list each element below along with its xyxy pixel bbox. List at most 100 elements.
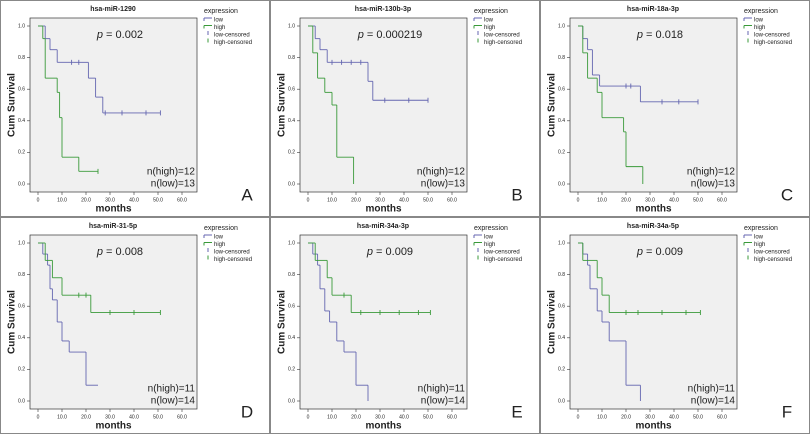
p-symbol: p <box>357 29 364 41</box>
p-value: p = 0.000219 <box>357 29 423 41</box>
x-tick-label: 0 <box>307 197 310 203</box>
legend-label: low <box>484 235 494 241</box>
legend-label: low-censored <box>484 250 520 256</box>
y-tick-label: 0.2 <box>558 367 565 373</box>
p-number: = 0.008 <box>106 246 143 258</box>
legend-label: high <box>214 242 225 248</box>
y-tick-label: 0.4 <box>288 118 295 124</box>
legend-label: high-censored <box>754 257 792 263</box>
y-tick-label: 0.8 <box>288 55 295 61</box>
p-symbol: p <box>96 29 103 41</box>
chart-title: hsa-miR-130b-3p <box>355 6 411 13</box>
x-tick-label: 50.0 <box>423 197 433 203</box>
x-tick-label: 60.0 <box>177 197 187 203</box>
x-tick-label: 40.0 <box>669 414 679 420</box>
legend-label: high <box>484 242 495 248</box>
chart-title: hsa-miR-1290 <box>90 6 136 13</box>
p-number: = 0.002 <box>106 29 143 41</box>
annotation: n(high)=12 <box>417 167 466 178</box>
x-tick-label: 20.0 <box>81 414 91 420</box>
annotation: n(high)=11 <box>688 384 736 395</box>
x-tick-label: 60.0 <box>717 414 727 420</box>
legend-title: expression <box>474 8 508 15</box>
p-value: p = 0.002 <box>96 29 143 41</box>
x-tick-label: 50.0 <box>693 414 703 420</box>
x-tick-label: 50.0 <box>693 197 703 203</box>
legend-title: expression <box>204 225 238 232</box>
y-tick-label: 0.4 <box>288 335 295 341</box>
y-tick-label: 0.4 <box>18 118 25 124</box>
y-tick-label: 0.8 <box>288 272 295 278</box>
x-tick-label: 20.0 <box>351 414 361 420</box>
y-tick-label: 1.0 <box>288 23 295 29</box>
legend-title: expression <box>204 8 238 15</box>
legend-label: low <box>754 235 764 241</box>
y-tick-label: 0.6 <box>18 87 25 93</box>
y-tick-label: 0.6 <box>18 304 25 310</box>
y-tick-label: 0.0 <box>288 398 295 404</box>
legend-label: high <box>484 25 495 31</box>
p-symbol: p <box>96 246 103 258</box>
legend-label: high-censored <box>484 40 522 46</box>
plot-area <box>299 17 468 193</box>
x-axis-label: months <box>365 204 402 215</box>
legend-label: high <box>754 242 765 248</box>
p-number: = 0.018 <box>646 29 683 41</box>
panel-letter: B <box>511 185 522 204</box>
p-symbol: p <box>636 29 643 41</box>
p-number: = 0.009 <box>376 246 413 258</box>
y-axis-label: Cum Survival <box>547 290 558 354</box>
annotation: n(low)=13 <box>421 179 466 190</box>
legend-label: high-censored <box>754 40 792 46</box>
x-tick-label: 60.0 <box>717 197 727 203</box>
annotation: n(high)=11 <box>148 384 196 395</box>
legend-label: high-censored <box>484 257 522 263</box>
y-tick-label: 0.4 <box>558 335 565 341</box>
y-tick-label: 0.0 <box>558 181 565 187</box>
annotation: n(low)=14 <box>151 396 196 407</box>
y-axis-label: Cum Survival <box>7 73 18 137</box>
x-tick-label: 50.0 <box>153 197 163 203</box>
annotation: n(high)=12 <box>687 167 736 178</box>
chart-title: hsa-miR-31-5p <box>89 223 137 230</box>
annotation: n(low)=13 <box>151 179 196 190</box>
y-tick-label: 0.2 <box>288 150 295 156</box>
panel-letter: E <box>511 402 522 421</box>
x-axis-label: months <box>365 421 402 432</box>
legend-label: high-censored <box>214 40 252 46</box>
y-tick-label: 1.0 <box>288 240 295 246</box>
p-value: p = 0.018 <box>636 29 683 41</box>
y-tick-label: 0.4 <box>18 335 25 341</box>
x-tick-label: 60.0 <box>177 414 187 420</box>
x-tick-label: 60.0 <box>447 197 457 203</box>
p-symbol: p <box>636 246 643 258</box>
chart-title: hsa-miR-34a-5p <box>627 223 679 230</box>
x-tick-label: 50.0 <box>423 414 433 420</box>
y-tick-label: 0.4 <box>558 118 565 124</box>
legend-label: high <box>214 25 225 31</box>
x-tick-label: 10.0 <box>57 197 67 203</box>
y-tick-label: 0.0 <box>18 181 25 187</box>
x-axis-label: months <box>635 204 672 215</box>
plot-area <box>299 234 468 410</box>
legend-label: low-censored <box>484 33 520 39</box>
y-tick-label: 0.6 <box>558 87 565 93</box>
x-tick-label: 0 <box>577 197 580 203</box>
x-tick-label: 20.0 <box>621 414 631 420</box>
p-symbol: p <box>366 246 373 258</box>
p-value: p = 0.009 <box>366 246 413 258</box>
x-tick-label: 60.0 <box>447 414 457 420</box>
panel-letter: D <box>241 402 253 421</box>
p-value: p = 0.009 <box>636 246 683 258</box>
p-value: p = 0.008 <box>96 246 143 258</box>
annotation: n(low)=14 <box>691 396 736 407</box>
legend-title: expression <box>744 8 778 15</box>
x-tick-label: 20.0 <box>621 197 631 203</box>
y-axis-label: Cum Survival <box>547 73 558 137</box>
x-tick-label: 0 <box>307 414 310 420</box>
x-axis-label: months <box>635 421 672 432</box>
legend-label: low-censored <box>754 33 790 39</box>
legend-title: expression <box>744 225 778 232</box>
